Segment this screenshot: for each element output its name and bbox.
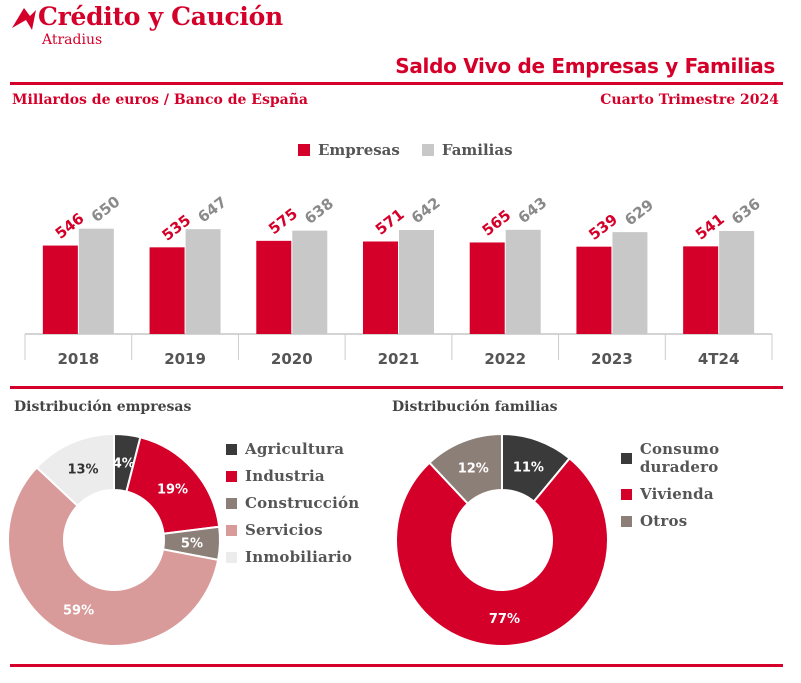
bar-familias-2021 (399, 229, 434, 334)
logo-arrow-icon (12, 8, 36, 30)
legend-swatch-empresas (298, 144, 310, 156)
familias-legend-item-vivienda: Vivienda (621, 485, 801, 503)
bar-empresas-2023 (576, 246, 612, 334)
familias-slice-label-consumo-duradero: 11% (513, 461, 544, 476)
x-tick-label-2023: 2023 (591, 350, 633, 368)
pie-empresas-legend: Agricultura Industria Construcción Servicio… (226, 440, 359, 566)
familias-legend-label-vivienda: Vivienda (640, 485, 714, 503)
empresas-legend-swatch-servicios (226, 524, 237, 536)
bar-empresas-4t24 (683, 246, 719, 334)
page-title: Saldo Vivo de Empresas y Familias (395, 54, 775, 78)
empresas-slice-label-industria: 19% (157, 482, 188, 497)
empresas-slice-inmobiliario (35, 432, 115, 508)
units-source-label: Millardos de euros / Banco de España (12, 92, 308, 108)
x-tick-label-2021: 2021 (378, 350, 420, 368)
bar-legend: Empresas Familias (298, 141, 513, 159)
familias-slice-otros (428, 432, 503, 505)
data-label-familias-2021: 642 (408, 194, 444, 227)
pie-empresas-title: Distribución empresas (14, 399, 192, 415)
data-label-familias-2020: 638 (301, 194, 337, 227)
empresas-slice-label-inmobiliario: 13% (67, 462, 98, 477)
empresas-slice-label-agricultura: 4% (113, 457, 135, 472)
empresas-slice-servicios (7, 466, 220, 647)
legend-label-empresas: Empresas (318, 141, 400, 159)
data-label-familias-2022: 643 (515, 194, 551, 227)
familias-legend-item-otros: Otros (621, 512, 801, 530)
familias-legend-swatch-vivienda (621, 488, 632, 500)
empresas-legend-item-inmobiliario: Inmobiliario (226, 548, 359, 566)
x-tick-label-4t24: 4T24 (698, 350, 740, 368)
donut-chart-empresas: 4% 19% 5% 59% 13% (7, 432, 221, 647)
empresas-legend-item-agricultura: Agricultura (226, 440, 359, 458)
bar-empresas-2022 (469, 242, 505, 334)
empresas-legend-swatch-agricultura (226, 443, 237, 455)
familias-slice-vivienda (395, 456, 609, 647)
empresas-slice-label-servicios: 59% (63, 603, 94, 618)
empresas-legend-label-construcci-n: Construcción (245, 494, 360, 512)
pie-familias-title: Distribución familias (392, 399, 558, 415)
familias-legend-swatch-consumo-duradero (621, 452, 632, 464)
empresas-legend-label-industria: Industria (245, 467, 325, 485)
empresas-legend-swatch-industria (226, 470, 237, 482)
period-label: Cuarto Trimestre 2024 (600, 92, 779, 108)
familias-legend-item-consumo-duradero: Consumo duradero (621, 440, 801, 476)
x-tick-label-2022: 2022 (484, 350, 526, 368)
empresas-legend-swatch-inmobiliario (226, 551, 237, 563)
bar-familias-4t24 (719, 230, 755, 334)
bar-familias-2020 (292, 230, 328, 334)
familias-legend-label-otros: Otros (640, 512, 688, 530)
empresas-legend-item-servicios: Servicios (226, 521, 359, 539)
legend-label-familias: Familias (441, 141, 513, 159)
data-label-familias-2018: 650 (88, 192, 124, 225)
x-tick-label-2020: 2020 (271, 350, 313, 368)
bar-empresas-2021 (363, 241, 398, 334)
footer-divider (10, 664, 783, 667)
section-divider (10, 386, 783, 389)
data-label-familias-2023: 629 (621, 196, 657, 229)
data-label-familias-2019: 647 (194, 193, 230, 226)
familias-legend-label-consumo-duradero: Consumo duradero (639, 440, 720, 476)
empresas-slice-label-construcci-n: 5% (181, 536, 203, 551)
bar-familias-2022 (505, 229, 541, 334)
familias-slice-label-otros: 12% (458, 461, 489, 476)
header-divider (10, 82, 783, 85)
legend-swatch-familias (421, 144, 434, 156)
x-tick-label-2019: 2019 (164, 350, 206, 368)
bar-familias-2023 (612, 232, 648, 334)
empresas-legend-label-servicios: Servicios (245, 521, 323, 539)
x-tick-label-2018: 2018 (57, 350, 99, 368)
empresas-legend-label-agricultura: Agricultura (245, 440, 345, 458)
bar-familias-2018 (78, 228, 114, 334)
empresas-legend-swatch-construcci-n (226, 497, 237, 509)
donut-chart-familias: 11% 77% 12% (395, 432, 609, 647)
brand-subtitle: Atradius (42, 32, 103, 48)
legend-item-familias: Familias (421, 141, 513, 159)
pie-familias-legend: Consumo duradero Vivienda Otros (621, 440, 801, 530)
empresas-legend-item-construcci-n: Construcción (226, 494, 359, 512)
empresas-legend-label-inmobiliario: Inmobiliario (245, 548, 353, 566)
empresas-legend-item-industria: Industria (226, 467, 359, 485)
data-label-familias-4t24: 636 (728, 195, 764, 228)
legend-item-empresas: Empresas (298, 141, 400, 159)
brand-name: Crédito y Caución (38, 2, 283, 31)
bar-empresas-2020 (256, 240, 292, 334)
familias-slice-label-vivienda: 77% (489, 612, 520, 627)
familias-legend-swatch-otros (621, 515, 632, 527)
bar-familias-2019 (185, 229, 221, 334)
bar-empresas-2018 (42, 245, 78, 334)
bar-empresas-2019 (149, 247, 185, 334)
